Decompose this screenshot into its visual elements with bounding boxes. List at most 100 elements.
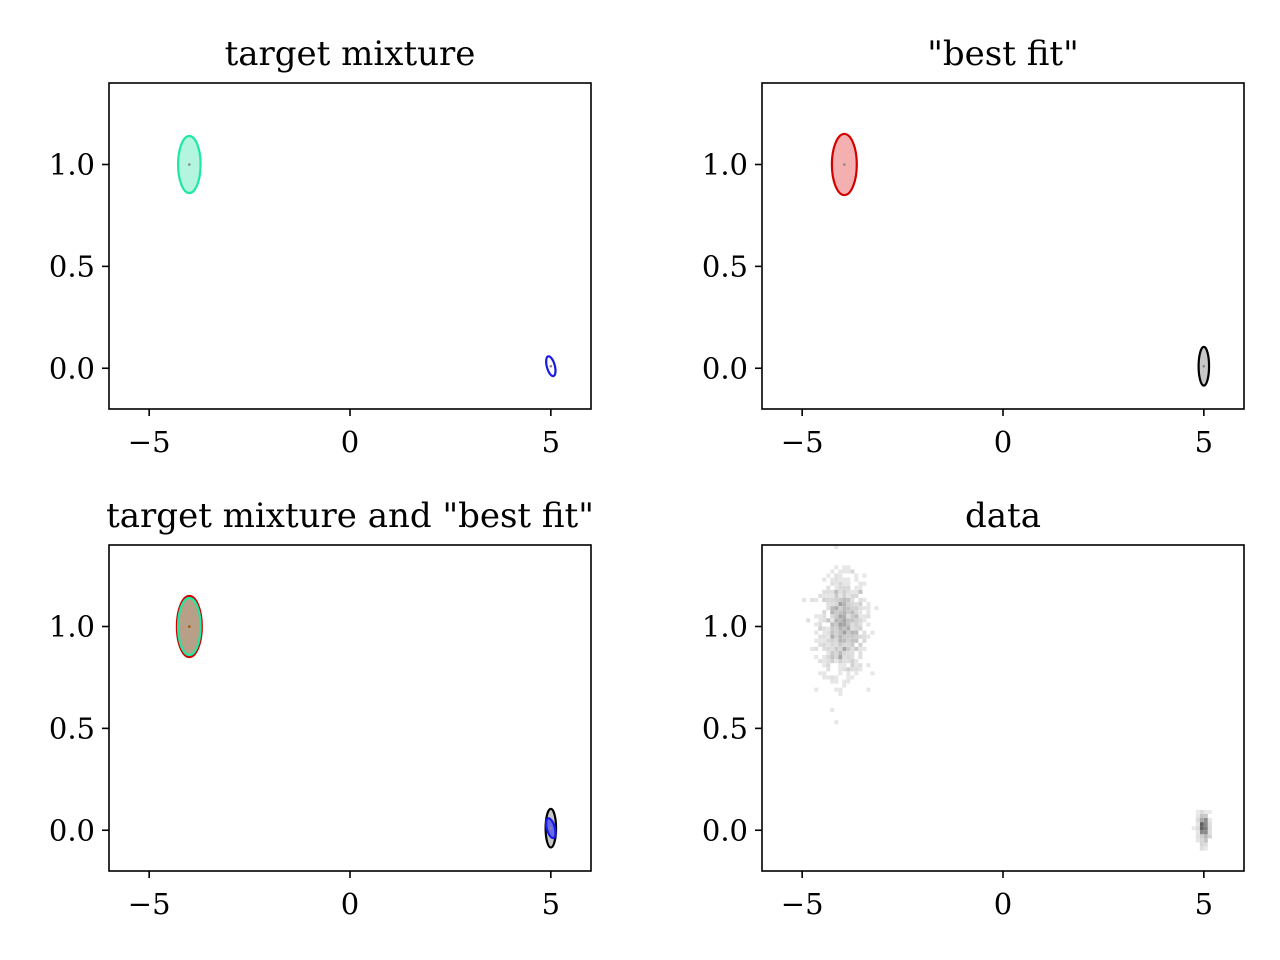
histogram-bin xyxy=(850,569,855,574)
histogram-bin xyxy=(854,602,859,607)
histogram-bin xyxy=(854,622,859,627)
histogram-bin xyxy=(1191,826,1196,831)
histogram-bin xyxy=(862,606,867,611)
histogram-bin xyxy=(1195,818,1200,823)
histogram-bin xyxy=(826,593,831,598)
histogram-bin xyxy=(850,597,855,603)
histogram-bin xyxy=(866,602,871,607)
histogram-bin xyxy=(830,659,835,664)
histogram-bin xyxy=(1199,834,1204,839)
histogram-bin xyxy=(846,565,851,570)
histogram-bin xyxy=(850,602,855,607)
x-tick-label: 5 xyxy=(542,425,560,459)
histogram-bin xyxy=(842,610,847,615)
histogram-bin xyxy=(822,610,827,615)
histogram-bin xyxy=(834,679,839,684)
subplot-3: target mixture and "best fit" −5 0 5 0.0 0.5 1… xyxy=(49,496,594,921)
histogram-bin xyxy=(842,569,847,574)
histogram-bin xyxy=(870,630,875,635)
histogram-bin xyxy=(838,573,843,578)
histogram-bin xyxy=(858,618,863,623)
histogram-bin xyxy=(842,659,847,664)
histogram-bin xyxy=(838,589,843,594)
histogram-bin xyxy=(1195,822,1200,827)
histogram-bin xyxy=(826,573,831,578)
histogram-bin xyxy=(858,622,863,627)
histogram-bin xyxy=(834,581,839,586)
histogram-bin xyxy=(846,671,851,676)
histogram-bin xyxy=(826,602,831,607)
y-tick-label: 0.5 xyxy=(702,711,748,745)
histogram-bin xyxy=(850,638,855,643)
histogram-bin xyxy=(838,597,843,603)
histogram-bin xyxy=(814,614,819,619)
component-center-point xyxy=(549,826,553,830)
component-ellipse xyxy=(176,596,202,657)
histogram-bin xyxy=(822,642,827,647)
histogram-bin xyxy=(842,602,847,607)
histogram-bin xyxy=(842,679,847,684)
histogram-bin xyxy=(854,589,859,594)
histogram-bin xyxy=(1207,834,1212,839)
histogram-bin xyxy=(858,585,863,590)
histogram-bin xyxy=(854,630,859,635)
histogram-bin xyxy=(846,618,851,623)
subplot-title: "best fit" xyxy=(927,34,1078,74)
histogram-bin xyxy=(858,646,863,651)
histogram-bin xyxy=(842,565,847,570)
histogram-bin xyxy=(850,667,855,672)
y-tick-label: 0.0 xyxy=(49,813,95,847)
histogram-bin xyxy=(842,597,847,603)
histogram-bin xyxy=(818,618,823,623)
histogram-bin xyxy=(826,634,831,639)
histogram-bin xyxy=(846,606,851,611)
histogram-bin xyxy=(858,606,863,611)
histogram-bin xyxy=(846,593,851,598)
y-tick-label: 1.0 xyxy=(49,610,95,644)
histogram-bin xyxy=(854,593,859,598)
histogram-bin xyxy=(854,667,859,672)
histogram-bin xyxy=(1203,818,1208,823)
histogram-bin xyxy=(854,659,859,664)
histogram-bin xyxy=(822,593,827,598)
histogram-bin xyxy=(830,614,835,619)
histogram-bin xyxy=(826,597,831,603)
histogram-bin xyxy=(834,622,839,627)
histogram-bin xyxy=(1195,813,1200,819)
histogram-bin xyxy=(846,622,851,627)
histogram-bin xyxy=(1199,813,1204,819)
histogram-bin xyxy=(838,622,843,627)
histogram-bin xyxy=(850,655,855,660)
histogram-bin xyxy=(1203,838,1208,843)
histogram-bin xyxy=(846,602,851,607)
histogram-bin xyxy=(834,687,839,692)
plot-area xyxy=(176,134,557,378)
histogram-bin xyxy=(854,618,859,623)
histogram-bin xyxy=(850,610,855,615)
histogram-bin xyxy=(842,634,847,639)
histogram-bin xyxy=(850,646,855,651)
histogram-bin xyxy=(838,610,843,615)
histogram-bin xyxy=(858,597,863,603)
histogram-bin xyxy=(834,646,839,651)
histogram-bin xyxy=(814,655,819,660)
plot-area xyxy=(802,545,1212,851)
histogram-bin xyxy=(1207,826,1212,831)
histogram-bin xyxy=(842,614,847,619)
histogram-bin xyxy=(822,626,827,631)
histogram-bin xyxy=(854,646,859,651)
histogram-bin xyxy=(846,646,851,651)
y-tick-label: 0.5 xyxy=(49,711,95,745)
histogram-bin xyxy=(846,659,851,664)
histogram-bin xyxy=(838,687,843,692)
y-tick-label: 0.0 xyxy=(702,351,748,385)
histogram-bin xyxy=(830,569,835,574)
histogram-bin xyxy=(1199,846,1204,851)
histogram-bin xyxy=(838,569,843,574)
histogram-bin xyxy=(818,671,823,676)
histogram-bin xyxy=(838,642,843,647)
histogram-bin xyxy=(850,634,855,639)
histogram-bin xyxy=(866,687,871,692)
histogram-bin xyxy=(822,630,827,635)
histogram-bin xyxy=(826,626,831,631)
